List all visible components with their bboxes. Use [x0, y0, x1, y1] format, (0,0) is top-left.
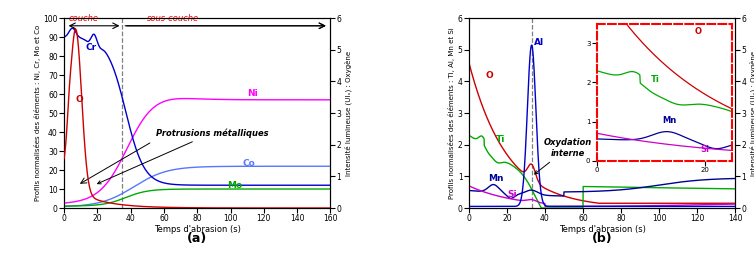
Text: (b): (b): [592, 232, 612, 245]
X-axis label: Temps d'abrasion (s): Temps d'abrasion (s): [559, 225, 645, 234]
Text: Mn: Mn: [488, 174, 504, 183]
Text: Si: Si: [507, 190, 516, 199]
Text: Cr: Cr: [86, 43, 97, 53]
Y-axis label: Intensité lumineuse (UIₓ) : Oxygène: Intensité lumineuse (UIₓ) : Oxygène: [345, 50, 352, 176]
Y-axis label: Profils normalisées des éléments : Ni, Cr, Mo et Co: Profils normalisées des éléments : Ni, C…: [34, 25, 41, 201]
Text: O: O: [486, 71, 494, 80]
Text: (a): (a): [187, 232, 207, 245]
Text: Ni: Ni: [247, 89, 258, 98]
Text: couche: couche: [69, 14, 99, 23]
Text: Protrusions métalliques: Protrusions métalliques: [97, 128, 268, 184]
Text: O: O: [75, 95, 84, 104]
Y-axis label: Profils normalisées des éléments : Ti, Al, Mn et Si: Profils normalisées des éléments : Ti, A…: [448, 27, 455, 199]
Text: sous-couche: sous-couche: [147, 14, 199, 23]
Text: Oxydation
interne: Oxydation interne: [535, 138, 592, 174]
Text: zoom: zoom: [629, 22, 666, 35]
Text: Ti: Ti: [495, 135, 505, 144]
Y-axis label: Intensité lumineuse (UIₓ) : Oxygène: Intensité lumineuse (UIₓ) : Oxygène: [749, 50, 754, 176]
Text: Mo: Mo: [227, 181, 242, 190]
Text: Al: Al: [534, 38, 544, 47]
Text: Co: Co: [242, 159, 255, 168]
X-axis label: Temps d'abrasion (s): Temps d'abrasion (s): [154, 225, 241, 234]
